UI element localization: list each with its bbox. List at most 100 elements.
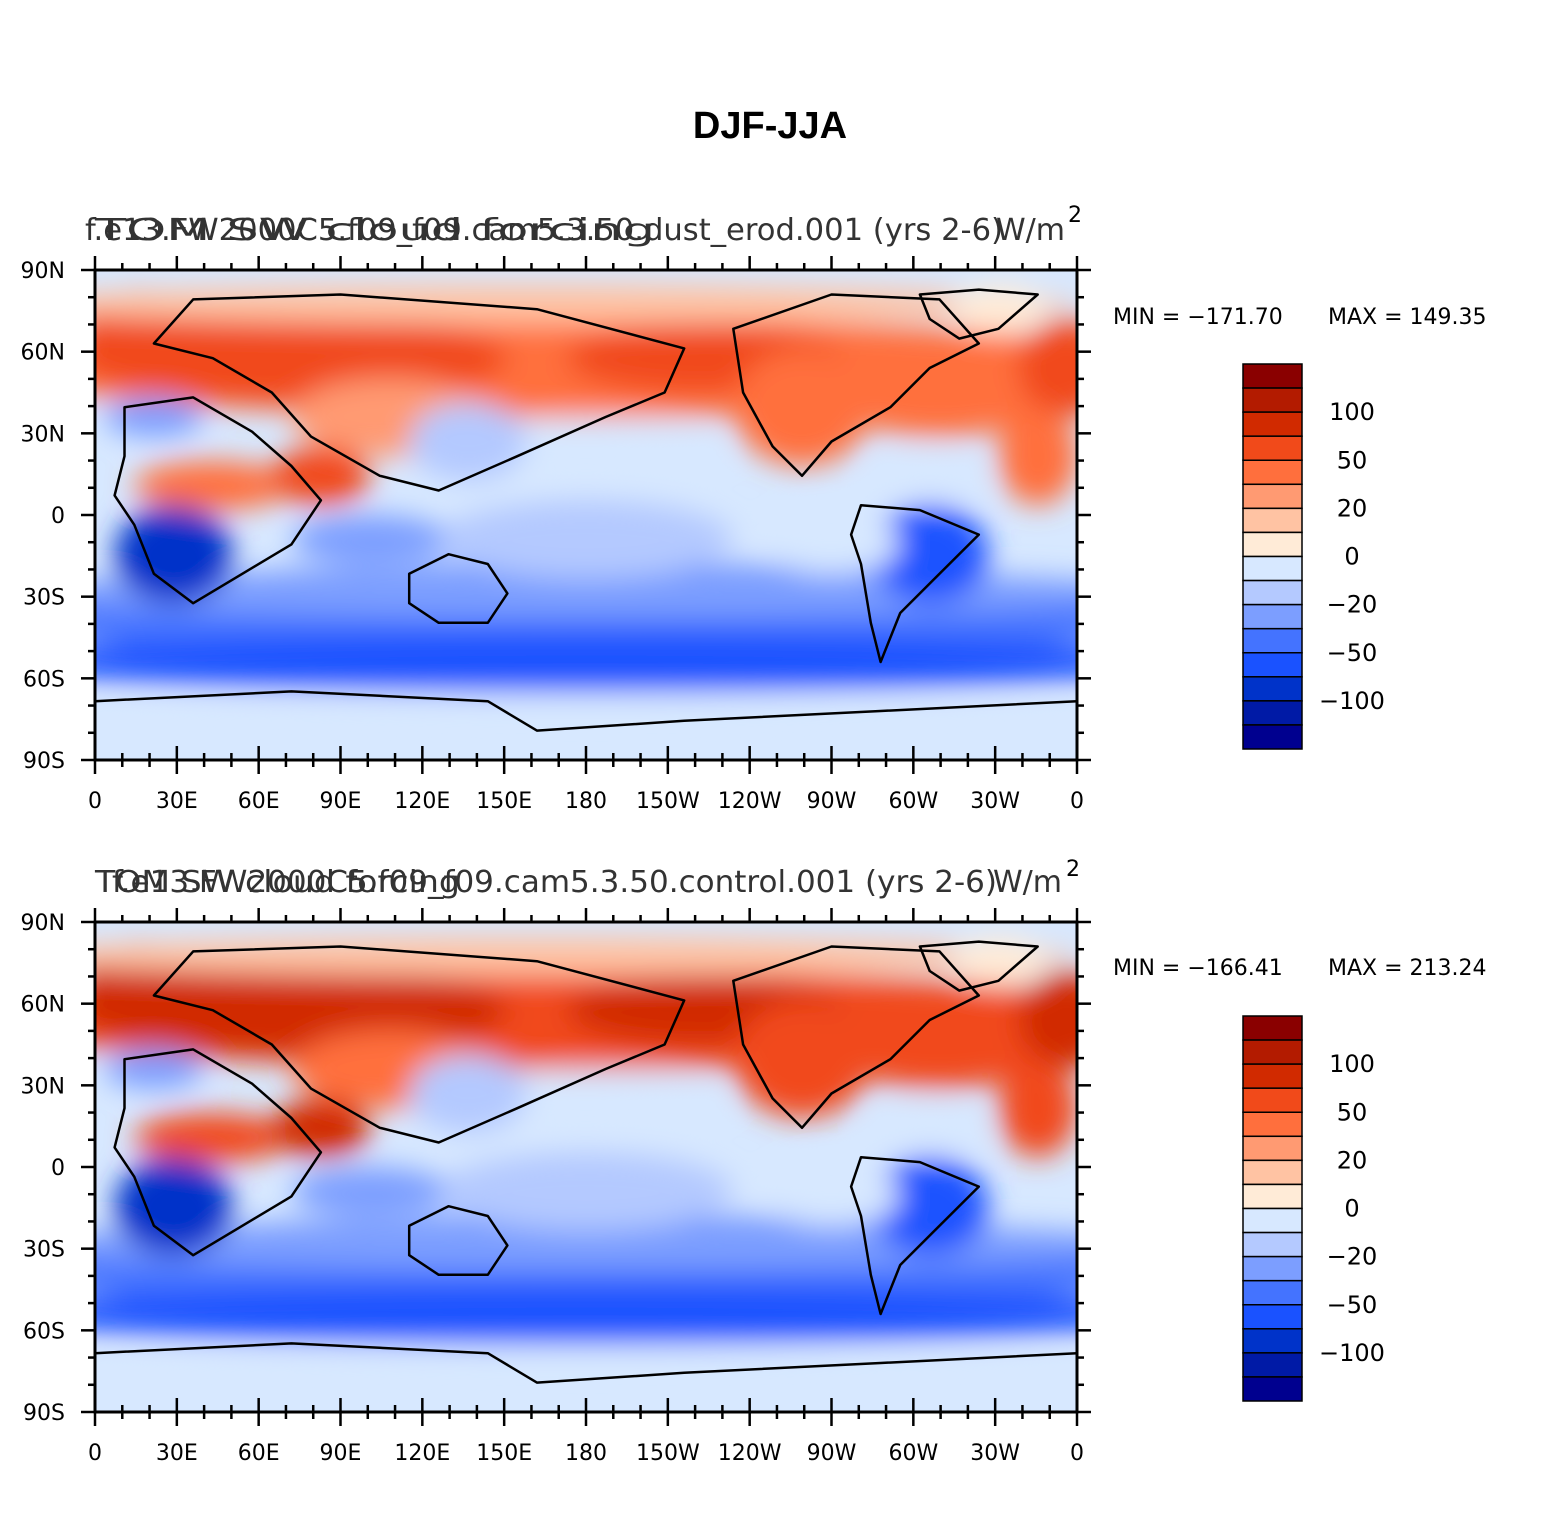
colorbar-label: −100 xyxy=(1319,687,1385,715)
x-tick-label: 30W xyxy=(970,789,1020,814)
x-tick-label: 150W xyxy=(636,1441,700,1466)
coastline xyxy=(152,293,686,492)
field-region xyxy=(409,1054,528,1133)
colorbar-box xyxy=(1242,1063,1303,1089)
colorbar-box xyxy=(1242,531,1303,558)
field-region xyxy=(949,936,1048,986)
panel-0-subtitle-overlap: TOM SW cloud forcing xyxy=(93,213,655,248)
coastline xyxy=(113,396,323,605)
colorbar-box xyxy=(1242,1328,1303,1354)
x-tick-label: 150W xyxy=(636,789,700,814)
y-tick-label: 60N xyxy=(21,341,65,366)
field-region xyxy=(1018,319,1077,417)
panel-1-colorbar-labels: 100 50 20 0 −20 −50 −100 xyxy=(1319,1050,1385,1367)
x-tick-label: 0 xyxy=(1070,1441,1084,1466)
coastline xyxy=(849,1155,981,1316)
x-tick-label: 150E xyxy=(476,789,532,814)
colorbar-label: 20 xyxy=(1337,494,1368,522)
colorbar-box xyxy=(1242,700,1303,726)
coastline xyxy=(407,1204,509,1277)
field-region xyxy=(762,515,901,574)
colorbar-label: −50 xyxy=(1327,1291,1378,1319)
figure-title: DJF-JJA xyxy=(693,105,847,147)
y-tick-label: 30S xyxy=(23,586,65,611)
field-region xyxy=(134,461,292,511)
field-region xyxy=(95,284,1077,324)
colorbar-box xyxy=(1242,1087,1303,1113)
field-region xyxy=(271,1098,370,1158)
colorbar-box xyxy=(1242,1376,1303,1402)
coastline xyxy=(849,503,981,664)
colorbar-label: 50 xyxy=(1337,446,1368,474)
y-tick-label: 60N xyxy=(21,993,65,1018)
field-region xyxy=(114,1157,233,1256)
panel-0-colorbar xyxy=(1242,363,1303,750)
panel-1-subtitle: f.e13.FW2000C5.f09_f09.cam5.3.50.control… xyxy=(112,865,997,900)
colorbar-label: −50 xyxy=(1327,639,1378,667)
colorbar-label: −100 xyxy=(1319,1339,1385,1367)
y-tick-label: 90N xyxy=(21,259,65,284)
x-tick-label: 180 xyxy=(565,1441,607,1466)
field-region xyxy=(762,1167,901,1226)
field-region xyxy=(870,1103,989,1153)
field-region xyxy=(409,402,528,481)
x-tick-label: 0 xyxy=(1070,789,1084,814)
panel-0-max-label: MAX = 149.35 xyxy=(1328,305,1487,330)
x-tick-label: 60W xyxy=(888,789,938,814)
field-region xyxy=(870,1157,989,1256)
field-region xyxy=(95,1284,1077,1344)
panel-1-colorbar xyxy=(1242,1015,1303,1402)
panel-0-units-exp: 2 xyxy=(1068,203,1082,228)
panel-1-ticks xyxy=(81,908,1091,1426)
colorbar-box xyxy=(1242,1015,1303,1041)
field-region xyxy=(733,1000,871,1118)
colorbar-box xyxy=(1242,1111,1303,1138)
x-tick-label: 90W xyxy=(807,1441,857,1466)
field-region xyxy=(870,505,989,604)
x-tick-label: 90E xyxy=(320,789,362,814)
field-region xyxy=(998,1059,1077,1158)
colorbar-label: −20 xyxy=(1327,1243,1378,1271)
y-tick-label: 30N xyxy=(21,422,65,447)
field-region xyxy=(733,348,871,467)
y-tick-label: 0 xyxy=(51,1156,65,1181)
y-tick-label: 90S xyxy=(23,749,65,774)
colorbar-box xyxy=(1242,603,1303,630)
field-region xyxy=(291,515,449,564)
colorbar-label: 20 xyxy=(1337,1146,1368,1174)
field-region xyxy=(271,446,370,506)
field-region xyxy=(870,451,989,501)
colorbar-box xyxy=(1242,363,1303,389)
coastline xyxy=(732,945,981,1130)
colorbar-box xyxy=(1242,1352,1303,1378)
y-tick-label: 0 xyxy=(51,504,65,529)
field-region xyxy=(95,1348,1077,1398)
panel-0-y-ticklabels: 90N 60N 30N 0 30S 60S 90S xyxy=(21,259,65,774)
coastline xyxy=(113,1048,323,1257)
y-tick-label: 90N xyxy=(21,911,65,936)
x-tick-label: 30W xyxy=(970,1441,1020,1466)
coastline xyxy=(918,940,1039,992)
field-region xyxy=(291,1167,449,1216)
x-tick-label: 90W xyxy=(807,789,857,814)
colorbar-box xyxy=(1242,459,1303,486)
panel-0-ticks xyxy=(81,256,1091,774)
x-tick-label: 120E xyxy=(394,789,450,814)
field-region xyxy=(1018,971,1077,1069)
colorbar-box xyxy=(1242,387,1303,413)
x-tick-label: 90E xyxy=(320,1441,362,1466)
y-tick-label: 90S xyxy=(23,1401,65,1426)
y-tick-label: 30N xyxy=(21,1074,65,1099)
colorbar-label: −20 xyxy=(1327,591,1378,619)
y-tick-label: 30S xyxy=(23,1238,65,1263)
panel-1-min-label: MIN = −166.41 xyxy=(1113,956,1283,981)
colorbar-box xyxy=(1242,724,1303,750)
colorbar-box xyxy=(1242,1135,1303,1162)
panel-0-colorbar-labels: 100 50 20 0 −20 −50 −100 xyxy=(1319,398,1385,715)
colorbar-box xyxy=(1242,676,1303,702)
field-region xyxy=(95,936,1077,976)
panel-0-subtitle: f.e13.FW2000C5.f09_f09.cam5.3.50.dust_er… xyxy=(85,213,1003,248)
colorbar-box xyxy=(1242,627,1303,654)
colorbar-box xyxy=(1242,1183,1303,1210)
